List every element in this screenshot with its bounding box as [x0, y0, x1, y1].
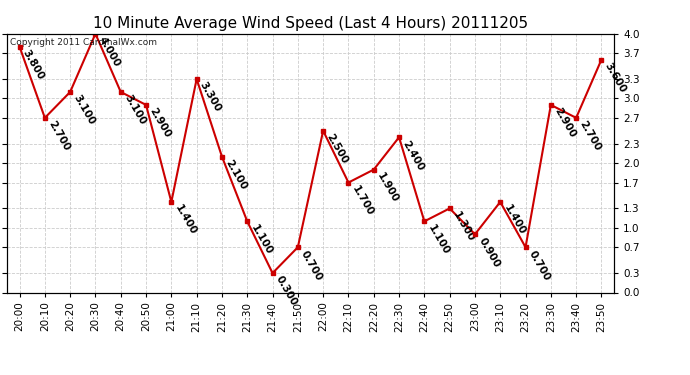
Text: 2.100: 2.100 [224, 158, 248, 192]
Text: 1.100: 1.100 [248, 223, 274, 256]
Text: 1.900: 1.900 [375, 171, 400, 204]
Text: 3.800: 3.800 [21, 48, 46, 82]
Text: 2.700: 2.700 [46, 119, 72, 153]
Text: 0.700: 0.700 [299, 249, 324, 282]
Text: 3.100: 3.100 [72, 93, 97, 127]
Text: 3.300: 3.300 [198, 80, 223, 114]
Text: 1.700: 1.700 [350, 184, 375, 218]
Text: 0.700: 0.700 [527, 249, 552, 282]
Text: 2.900: 2.900 [552, 106, 578, 140]
Text: 1.400: 1.400 [172, 203, 198, 237]
Text: 1.100: 1.100 [426, 223, 451, 256]
Text: 0.900: 0.900 [476, 236, 502, 269]
Text: 2.400: 2.400 [400, 139, 426, 172]
Text: 2.700: 2.700 [578, 119, 603, 153]
Text: 2.500: 2.500 [324, 132, 350, 166]
Text: 3.600: 3.600 [603, 61, 628, 94]
Text: 1.300: 1.300 [451, 210, 476, 243]
Title: 10 Minute Average Wind Speed (Last 4 Hours) 20111205: 10 Minute Average Wind Speed (Last 4 Hou… [93, 16, 528, 31]
Text: 2.900: 2.900 [148, 106, 172, 140]
Text: Copyright 2011 CardinalWx.com: Copyright 2011 CardinalWx.com [10, 38, 157, 46]
Text: 0.300: 0.300 [274, 274, 299, 308]
Text: 3.100: 3.100 [122, 93, 147, 127]
Text: 4.000: 4.000 [97, 35, 122, 69]
Text: 1.400: 1.400 [502, 203, 527, 237]
